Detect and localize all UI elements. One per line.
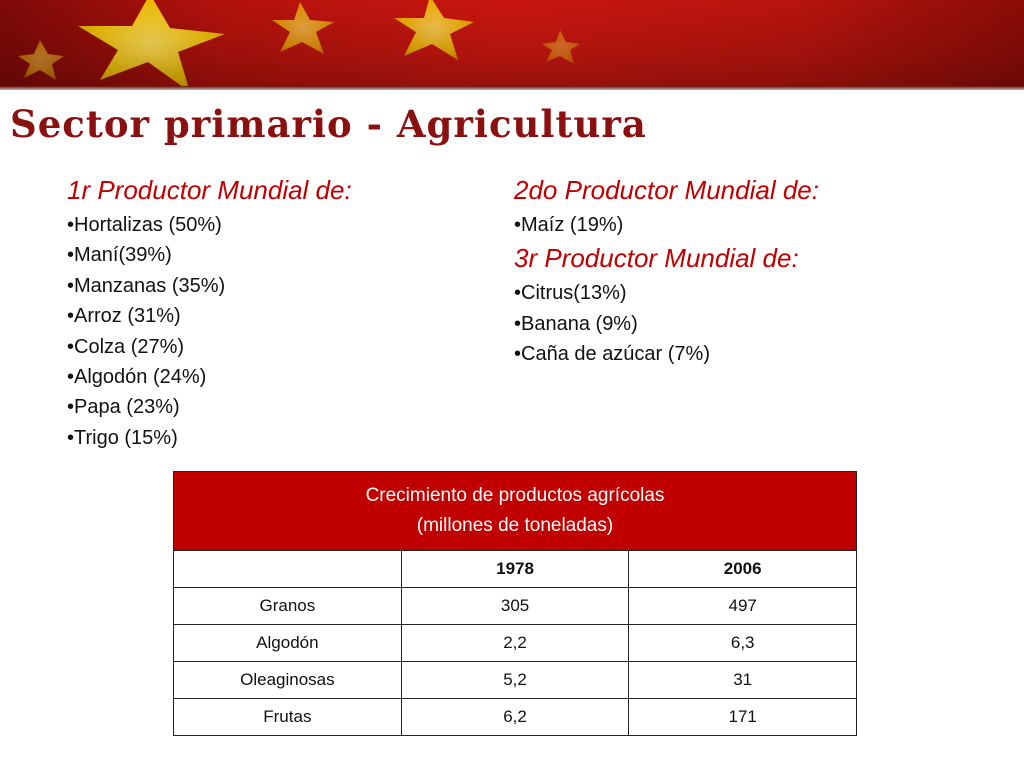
second-producer-heading: 2do Productor Mundial de: <box>514 175 819 205</box>
column-header: 1978 <box>400 550 630 588</box>
list-item: Papa (23%) <box>67 392 487 422</box>
table-cell: 2,2 <box>400 624 630 662</box>
table-cell: 5,2 <box>400 661 630 699</box>
flag-star-icon <box>394 0 474 60</box>
table-cell: Frutas <box>173 698 402 736</box>
table-cell: 497 <box>628 587 857 625</box>
table-caption-line2: (millones de toneladas) <box>416 515 614 536</box>
list-item: Maíz (19%) <box>514 210 934 240</box>
column-header <box>173 550 402 588</box>
list-item: Colza (27%) <box>67 332 487 362</box>
table-header-row: 1978 2006 <box>173 550 857 588</box>
flag-star-icon <box>18 40 64 80</box>
flag-star-icon <box>272 2 334 54</box>
table-caption-line1: Crecimiento de productos agrícolas <box>365 485 665 506</box>
table-row: Frutas 6,2 171 <box>173 698 857 736</box>
list-item: Algodón (24%) <box>67 362 487 392</box>
banner-edge <box>0 86 1024 90</box>
third-producer-list: Citrus(13%) Banana (9%) Caña de azúcar (… <box>514 278 934 369</box>
flag-star-icon <box>78 0 225 90</box>
first-producer-section: 1r Productor Mundial de: Hortalizas (50%… <box>67 174 487 453</box>
table-cell: 6,3 <box>628 624 857 662</box>
table-cell: Oleaginosas <box>173 661 402 699</box>
slide-title: Sector primario - Agricultura <box>10 102 647 146</box>
first-producer-heading: 1r Productor Mundial de: <box>67 175 352 205</box>
list-item: Arroz (31%) <box>67 301 487 331</box>
list-item: Hortalizas (50%) <box>67 210 487 240</box>
column-header: 2006 <box>628 550 857 588</box>
list-item: Caña de azúcar (7%) <box>514 339 934 369</box>
growth-table-container: Crecimiento de productos agrícolas (mill… <box>173 471 857 736</box>
table-cell: Granos <box>173 587 402 625</box>
list-item: Maní(39%) <box>67 240 487 270</box>
list-item: Citrus(13%) <box>514 278 934 308</box>
second-third-producer-section: 2do Productor Mundial de: Maíz (19%) 3r … <box>514 174 934 370</box>
flag-stars-icon <box>18 0 580 90</box>
table-cell: 171 <box>628 698 857 736</box>
table-caption-row: Crecimiento de productos agrícolas (mill… <box>173 471 857 551</box>
list-item: Manzanas (35%) <box>67 271 487 301</box>
list-item: Banana (9%) <box>514 309 934 339</box>
flag-star-icon <box>542 30 580 64</box>
table-row: Oleaginosas 5,2 31 <box>173 661 857 699</box>
first-producer-list: Hortalizas (50%) Maní(39%) Manzanas (35%… <box>67 210 487 453</box>
table-cell: 6,2 <box>400 698 630 736</box>
third-producer-heading: 3r Productor Mundial de: <box>514 243 799 274</box>
growth-table: Crecimiento de productos agrícolas (mill… <box>173 471 857 736</box>
second-producer-list: Maíz (19%) <box>514 210 934 240</box>
table-caption: Crecimiento de productos agrícolas (mill… <box>173 471 857 551</box>
table-row: Granos 305 497 <box>173 587 857 625</box>
table-row: Algodón 2,2 6,3 <box>173 624 857 662</box>
table-cell: 31 <box>628 661 857 699</box>
flag-banner <box>0 0 1024 90</box>
table-cell: Algodón <box>173 624 402 662</box>
table-cell: 305 <box>400 587 630 625</box>
banner-shade <box>0 0 1024 90</box>
list-item: Trigo (15%) <box>67 423 487 453</box>
